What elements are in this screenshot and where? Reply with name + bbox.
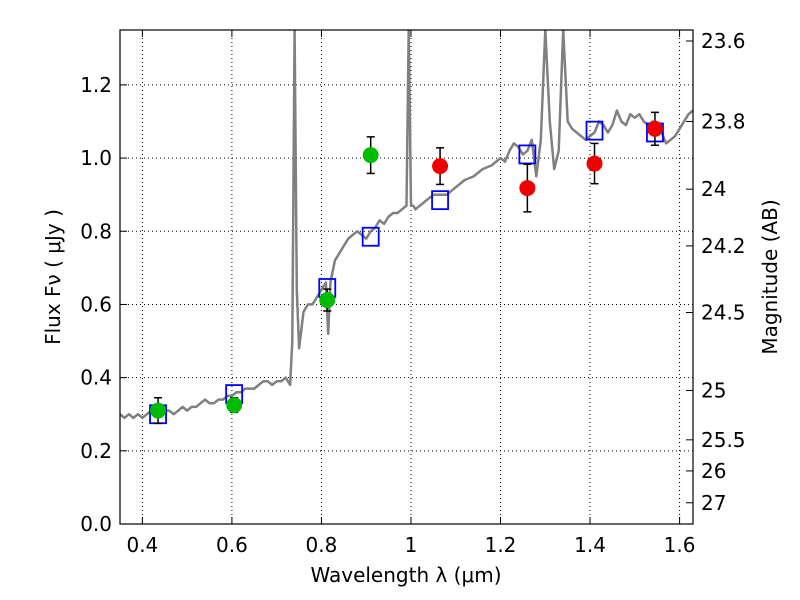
model-photometry-square bbox=[431, 190, 449, 211]
right-axis-title: Magnitude (AB) bbox=[758, 199, 782, 354]
axis-ticks bbox=[120, 30, 693, 525]
x-tick-label: 0.6 bbox=[216, 533, 248, 557]
x-axis-title: Wavelength λ (μm) bbox=[310, 563, 501, 587]
right-tick-label: 23.6 bbox=[701, 29, 746, 53]
y-tick-label: 0.0 bbox=[80, 512, 112, 536]
x-tick-label: 1 bbox=[405, 533, 418, 557]
observed-point bbox=[319, 292, 336, 309]
x-tick-label: 0.4 bbox=[126, 533, 158, 557]
plot-area bbox=[120, 30, 693, 425]
observed-point bbox=[150, 402, 167, 419]
model-photometry-square bbox=[518, 144, 537, 165]
right-tick-label: 23.8 bbox=[701, 109, 746, 133]
observed-point bbox=[646, 120, 663, 137]
right-tick-label: 25 bbox=[701, 378, 726, 402]
model-photometry-square bbox=[361, 226, 380, 247]
right-tick-label: 24.2 bbox=[701, 234, 746, 258]
right-tick-label: 26 bbox=[701, 459, 726, 483]
plot-frame bbox=[119, 29, 694, 525]
model-photometry-square bbox=[585, 120, 604, 141]
y-tick-label: 0.4 bbox=[80, 366, 112, 390]
y-axis-title: Flux Fν ( μJy ) bbox=[41, 209, 65, 345]
observed-point bbox=[226, 397, 243, 414]
x-tick-label: 1.2 bbox=[485, 533, 517, 557]
model-spectrum-line bbox=[120, 30, 693, 420]
y-tick-label: 0.2 bbox=[80, 439, 112, 463]
x-tick-label: 0.8 bbox=[306, 533, 338, 557]
observed-point bbox=[519, 180, 536, 197]
y-tick-label: 1.0 bbox=[80, 146, 112, 170]
y-tick-label: 0.6 bbox=[80, 292, 112, 316]
observed-point bbox=[362, 147, 379, 164]
y-tick-label: 1.2 bbox=[80, 73, 112, 97]
right-tick-label: 27 bbox=[701, 491, 726, 515]
grid bbox=[120, 30, 693, 525]
x-tick-label: 1.4 bbox=[574, 533, 606, 557]
observed-point bbox=[432, 158, 449, 175]
x-tick-label: 1.6 bbox=[664, 533, 696, 557]
observed-point bbox=[586, 155, 603, 172]
y-tick-label: 0.8 bbox=[80, 219, 112, 243]
right-tick-label: 24 bbox=[701, 177, 726, 201]
right-tick-label: 24.5 bbox=[701, 300, 746, 324]
tick-labels: 0.4 0.6 0.8 1 1.2 1.4 1.6 0.0 0.2 0.4 0.6 0.8 1.0 1.2… bbox=[80, 29, 745, 557]
right-tick-label: 25.5 bbox=[701, 428, 746, 452]
